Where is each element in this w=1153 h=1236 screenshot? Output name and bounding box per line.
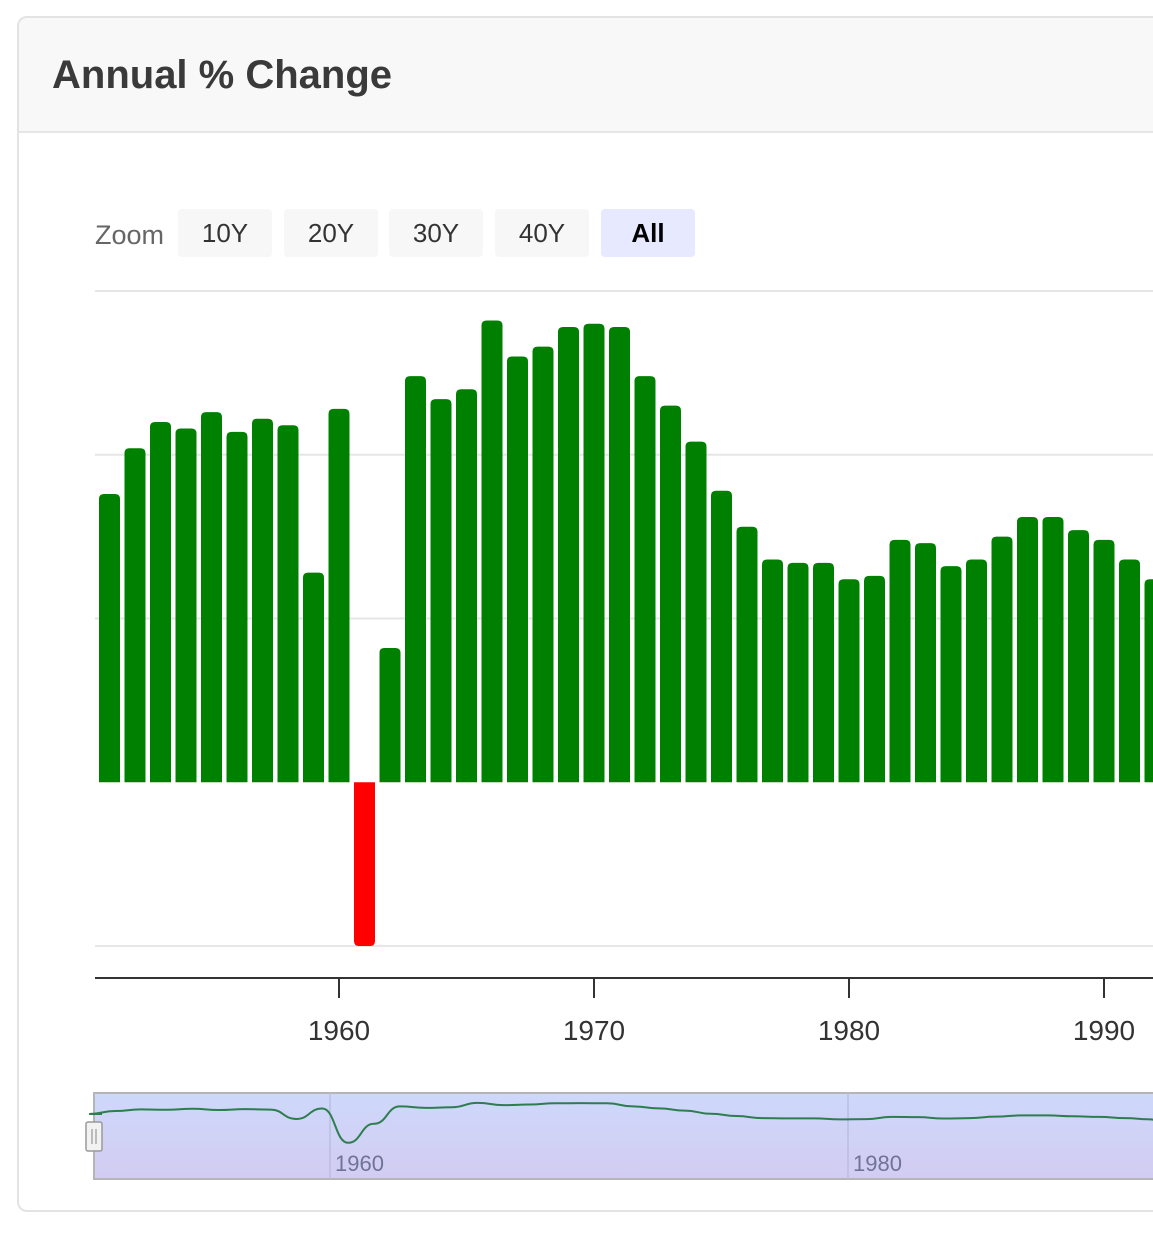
bar-1972[interactable] [634,376,656,783]
card-header: Annual % Change [19,18,1153,133]
navigator-tick-label: 1980 [853,1151,902,1176]
bar-1990[interactable] [1093,539,1115,783]
navigator[interactable]: 1960 1980 [85,1092,1153,1180]
zoom-all-button[interactable]: All [601,209,695,257]
zoom-40y-button[interactable]: 40Y [495,209,589,257]
bar-1979[interactable] [813,562,834,783]
bar-1988[interactable] [1042,516,1064,783]
bar-1983[interactable] [915,543,936,783]
bar-1992[interactable] [1144,579,1153,783]
bar-1966[interactable] [481,320,503,783]
bar-1968[interactable] [532,346,554,783]
bar-layer [99,320,1153,946]
bar-1954[interactable] [175,428,197,783]
navigator-tick-label: 1960 [335,1151,384,1176]
bar-1985[interactable] [966,559,987,783]
zoom-10y-button[interactable]: 10Y [178,209,272,257]
bar-1980[interactable] [838,579,860,783]
bar-1969[interactable] [558,327,579,783]
navigator-series-line [89,1101,1153,1144]
x-tick-label: 1990 [1073,1015,1135,1046]
bar-1971[interactable] [609,327,630,783]
bar-1987[interactable] [1017,516,1038,783]
zoom-label: Zoom [95,220,165,250]
bar-1982[interactable] [889,539,911,783]
navigator-selection[interactable] [93,1092,1153,1180]
bar-1976[interactable] [736,526,758,783]
bar-1956[interactable] [226,431,248,783]
bar-1953[interactable] [150,422,171,783]
bar-1986[interactable] [991,536,1013,783]
bar-1975[interactable] [711,490,732,783]
navigator-left-handle[interactable] [85,1121,103,1152]
bar-1981[interactable] [864,575,885,783]
bar-1991[interactable] [1119,559,1140,783]
bar-1951[interactable] [99,494,120,783]
bar-1989[interactable] [1068,530,1089,783]
bar-1958[interactable] [277,425,299,783]
bar-1965[interactable] [456,389,477,783]
bar-1952[interactable] [124,448,146,783]
bar-1977[interactable] [762,559,783,783]
chart-card: Annual % Change Zoom 10Y 20Y 30Y 40Y All… [17,16,1153,1212]
bar-1984[interactable] [940,566,962,783]
bar-1967[interactable] [507,356,528,783]
bar-1978[interactable] [787,562,809,783]
x-tick-label: 1980 [818,1015,880,1046]
x-tick-label: 1970 [563,1015,625,1046]
x-axis: 1960 1970 1980 1990 [95,977,1153,1046]
bar-1973[interactable] [660,405,681,783]
bar-1959[interactable] [303,572,324,783]
bar-1957[interactable] [252,418,273,783]
annual-change-chart: 1960 1970 1980 1990 1960 1980 [85,290,1153,1180]
bar-1970[interactable] [583,323,605,783]
bar-1963[interactable] [405,376,426,783]
bar-1962[interactable] [379,647,401,783]
zoom-20y-button[interactable]: 20Y [284,209,378,257]
zoom-30y-button[interactable]: 30Y [389,209,483,257]
x-tick-label: 1960 [308,1015,370,1046]
card-title: Annual % Change [52,53,393,97]
bar-1955[interactable] [201,412,222,783]
bar-1974[interactable] [685,441,707,783]
bar-1964[interactable] [430,399,452,783]
bar-1961[interactable] [354,782,375,946]
bar-1960[interactable] [328,408,350,783]
